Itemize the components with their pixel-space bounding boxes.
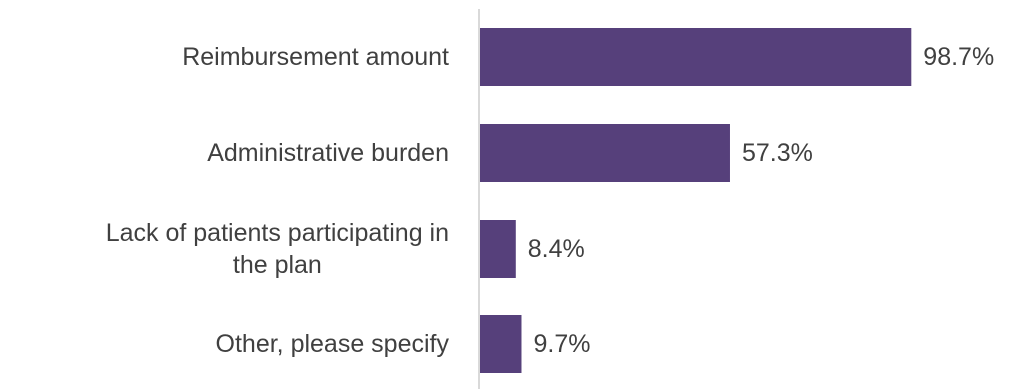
bar-value-label: 8.4% xyxy=(528,235,585,263)
bar xyxy=(479,220,516,278)
category-label: Other, please specify xyxy=(216,330,450,358)
category-label: Lack of patients participating in the pla… xyxy=(106,219,449,279)
bar-value-label: 9.7% xyxy=(533,330,590,358)
category-labels-layer: Reimbursement amount Administrative burde… xyxy=(106,43,450,358)
bars-layer xyxy=(479,28,912,373)
bar xyxy=(479,124,730,182)
category-label-line: Lack of patients participating in xyxy=(106,219,449,247)
bar-value-label: 57.3% xyxy=(742,139,813,167)
category-label-line: the plan xyxy=(233,251,322,279)
category-label: Administrative burden xyxy=(207,139,449,167)
category-label: Reimbursement amount xyxy=(182,43,449,71)
bar-value-label: 98.7% xyxy=(923,43,994,71)
bar xyxy=(479,28,912,86)
bar xyxy=(479,315,522,373)
value-labels-layer: 98.7% 57.3% 8.4% 9.7% xyxy=(528,43,994,358)
